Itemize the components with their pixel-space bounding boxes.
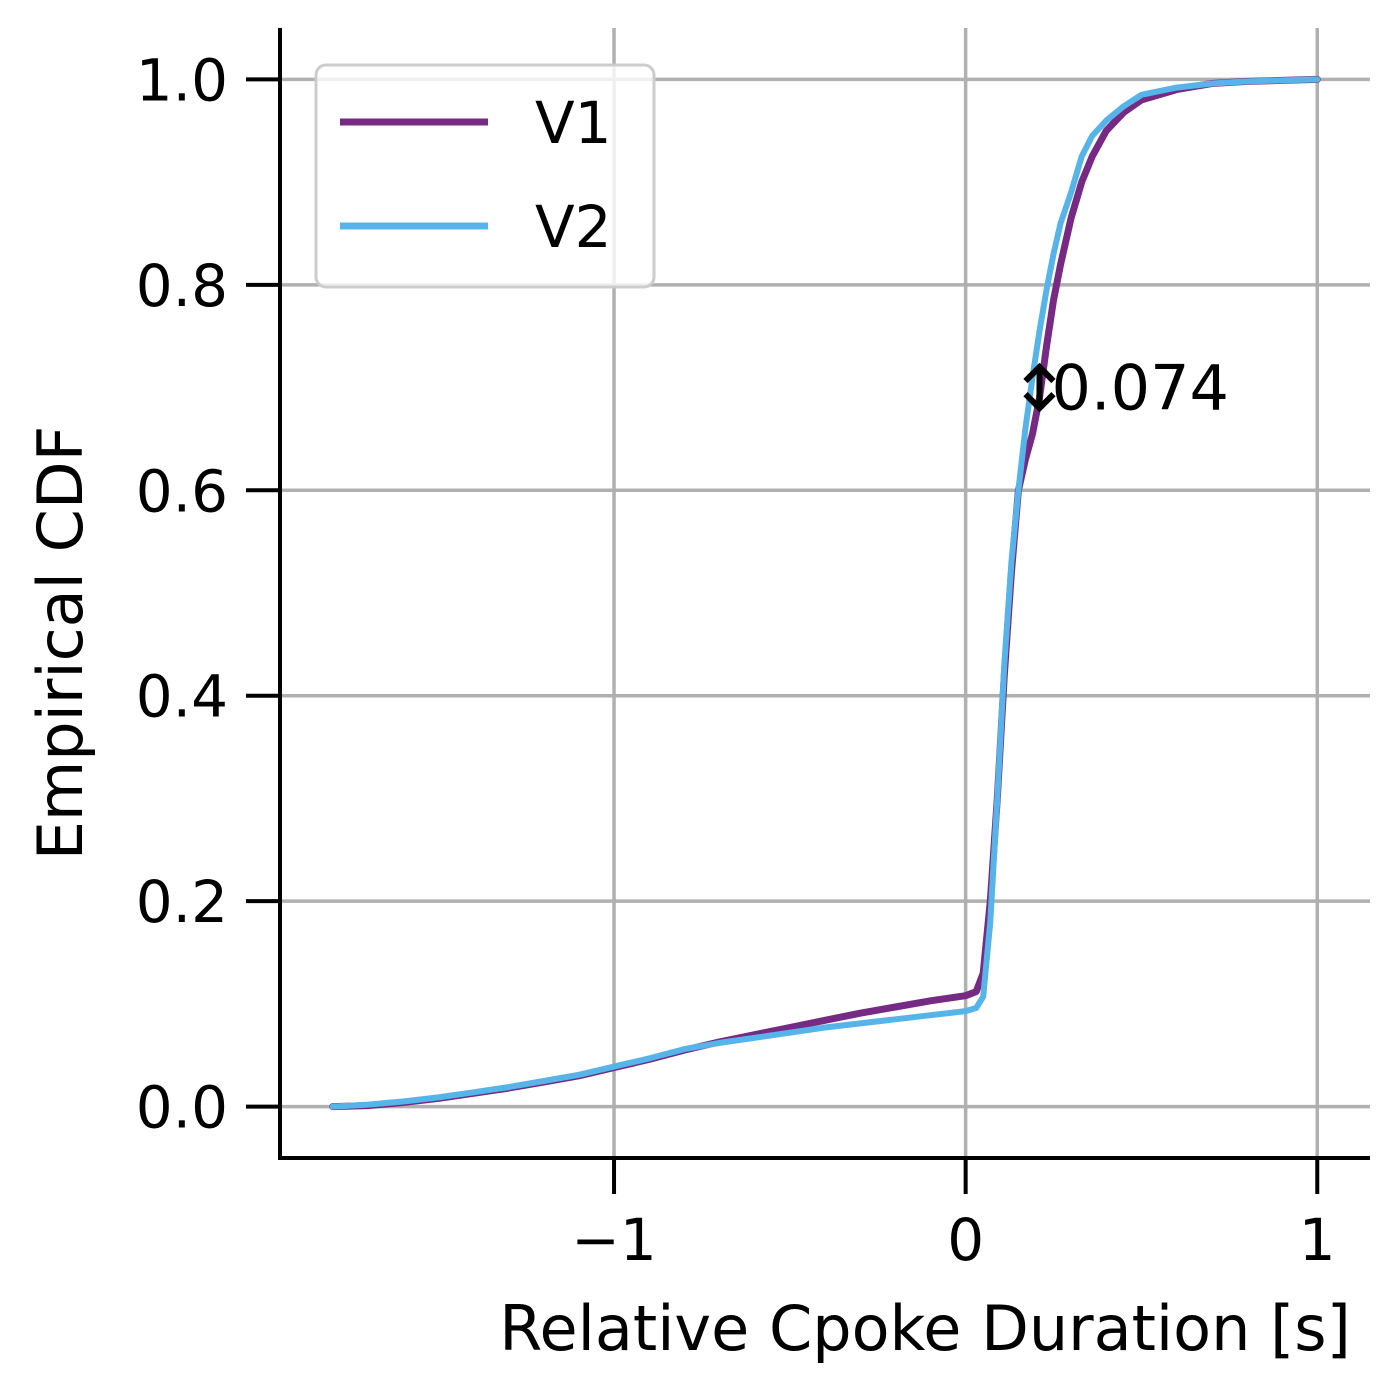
- ks-arrow-head-bottom: [1023, 391, 1056, 413]
- y-axis-ticks: 0.0 0.2 0.4 0.6 0.8 1.0: [136, 46, 280, 1142]
- y-tick-label: 0.4: [136, 663, 228, 731]
- x-tick-label: 0: [947, 1206, 984, 1274]
- x-axis-ticks: −1 0 1: [571, 1158, 1336, 1274]
- y-tick-label: 0.6: [136, 457, 228, 525]
- ks-arrow-head-top: [1023, 362, 1056, 384]
- grid: [280, 28, 1370, 1158]
- y-tick-label: 0.0: [136, 1074, 228, 1142]
- legend: V1 V2: [314, 63, 656, 289]
- x-tick-label: 1: [1299, 1206, 1336, 1274]
- ks-statistic-label: 0.074: [1051, 352, 1229, 425]
- ks-annotation: 0.074: [1023, 352, 1229, 425]
- legend-label-v2: V2: [535, 193, 612, 261]
- y-tick-label: 1.0: [136, 46, 228, 114]
- y-tick-label: 0.8: [136, 252, 228, 320]
- legend-label-v1: V1: [535, 89, 612, 157]
- x-tick-label: −1: [571, 1206, 657, 1274]
- series-line-v2: [329, 76, 1321, 1110]
- axes-spines: [278, 28, 1370, 1160]
- x-axis-label: Relative Cpoke Duration [s]: [499, 1292, 1351, 1365]
- y-axis-label: Empirical CDF: [24, 426, 97, 861]
- series-lines: [329, 75, 1321, 1111]
- y-tick-label: 0.2: [136, 868, 228, 936]
